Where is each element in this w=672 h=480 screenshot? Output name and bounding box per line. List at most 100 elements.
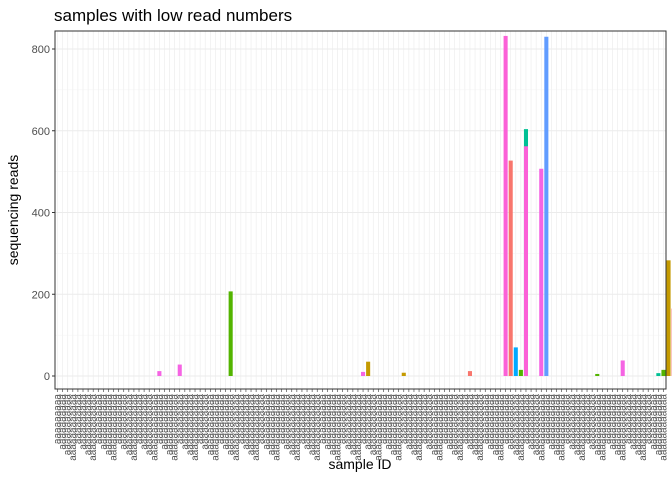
x-tick-label: aaaaaaaaaaa [531, 394, 542, 456]
chart-title: samples with low read numbers [54, 6, 292, 25]
x-tick-label: aaaaaaaaaaa [409, 394, 420, 456]
x-tick-label: aaaaaaaaaaaa [373, 394, 384, 461]
x-tick-label: aaaaaaaaaaaa [557, 394, 568, 461]
x-tick-label: aaaaaaaaa [541, 394, 552, 444]
x-tick-label: aaaaaaaaaaaa [658, 394, 669, 461]
x-tick-label: aaaaaaaaaaaa [271, 394, 282, 461]
x-tick-label: aaaaaaaaaa [506, 394, 517, 450]
x-tick-label: aaaaaaaaaaaa [638, 394, 649, 461]
x-tick-label: aaaaaaaaaa [302, 394, 313, 450]
x-tick-label: aaaaaaaaaaa [144, 394, 155, 456]
x-tick-label: aaaaaaaaaaaa [210, 394, 221, 461]
bar [508, 160, 513, 376]
x-tick-label: aaaaaaaaaa [424, 394, 435, 450]
x-tick-label: aaaaaaaaaa [608, 394, 619, 450]
bar [620, 360, 625, 376]
bar [661, 369, 666, 376]
x-tick-label: aaaaaaaaaaaa [109, 394, 120, 461]
x-tick-label: aaaaaaaaaaa [511, 394, 522, 456]
x-tick-label: aaaaaaaaa [154, 394, 165, 444]
x-tick-label: aaaaaaaaaaa [470, 394, 481, 456]
x-tick-label: aaaaaaaaaa [139, 394, 150, 450]
x-tick-label: aaaaaaaaaaa [266, 394, 277, 456]
x-tick-label: aaaaaaaaa [175, 394, 186, 444]
x-tick-label: aaaaaaaaaaaa [577, 394, 588, 461]
x-tick-label: aaaaaaaaaaa [552, 394, 563, 456]
x-tick-label: aaaaaaaaa [73, 394, 84, 444]
x-tick-label: aaaaaaaaaaa [205, 394, 216, 456]
x-tick-label: aaaaaaaaa [378, 394, 389, 444]
x-tick-label: aaaaaaaaaaaa [231, 394, 242, 461]
bar [539, 168, 544, 376]
x-tick-label: aaaaaaaaaaaa [251, 394, 262, 461]
x-tick-label: aaaaaaaaa [358, 394, 369, 444]
x-tick-label: aaaaaaaaaa [119, 394, 130, 450]
x-tick-label: aaaaaaaaa [562, 394, 573, 444]
bar [503, 35, 508, 377]
x-tick-label: aaaaaaaaa [195, 394, 206, 444]
x-tick-label: aaaaaaaaa [521, 394, 532, 444]
x-tick-label: aaaaaaaaaaaa [129, 394, 140, 461]
x-tick-label: aaaaaaaaaaa [226, 394, 237, 456]
x-tick-label: aaaaaaaaaaaa [170, 394, 181, 461]
y-tick-label: 600 [32, 126, 50, 138]
bar [157, 371, 162, 376]
bar [666, 260, 671, 376]
bar [544, 36, 549, 377]
x-tick-label: aaaaaaaaaaa [653, 394, 664, 456]
bar [467, 371, 472, 376]
bars [157, 35, 672, 377]
bar [513, 347, 518, 376]
x-tick-label: aaaaaaaaaa [587, 394, 598, 450]
x-tick-label: aaaaaaaaaaaa [597, 394, 608, 461]
bar [361, 371, 366, 376]
x-tick-label: aaaaaaaaaaa [246, 394, 257, 456]
x-tick-label: aaaaaaaaaaa [328, 394, 339, 456]
y-axis-title: sequencing reads [5, 155, 21, 266]
bar [518, 369, 523, 376]
x-tick-label: aaaaaaaaa [623, 394, 634, 444]
x-tick-label: aaaaaaaaa [114, 394, 125, 444]
x-tick-label: aaaaaaaaa [582, 394, 593, 444]
x-tick-label: aaaaaaaaaa [404, 394, 415, 450]
x-tick-label: aaaaaaaaaa [98, 394, 109, 450]
x-tick-label: aaaaaaaaa [215, 394, 226, 444]
y-tick-label: 0 [44, 371, 50, 383]
x-tick-label: aaaaaaaaaaaa [88, 394, 99, 461]
x-tick-label: aaaaaaaaaaa [103, 394, 114, 456]
x-tick-label: aaaaaaaaaaaa [414, 394, 425, 461]
x-tick-label: aaaaaaaaa [53, 394, 64, 444]
x-tick-label: aaaaaaaaa [134, 394, 145, 444]
x-tick-label: aaaaaaaaaa [221, 394, 232, 450]
x-tick-label: aaaaaaaaaa [384, 394, 395, 450]
bar [177, 364, 182, 376]
x-tick-label: aaaaaaaaaaaa [190, 394, 201, 461]
x-tick-label: aaaaaaaaaaa [83, 394, 94, 456]
y-axis: 0 200 400 600 800 [32, 44, 55, 383]
x-tick-label: aaaaaaaaaaa [287, 394, 298, 456]
x-tick-label: aaaaaaaaa [317, 394, 328, 444]
y-tick-label: 800 [32, 44, 50, 56]
x-tick-label: aaaaaaaaa [338, 394, 349, 444]
x-tick-label: aaaaaaaaaa [180, 394, 191, 450]
x-tick-label: aaaaaaaaaaa [63, 394, 74, 456]
x-tick-label: aaaaaaaaaaaa [516, 394, 527, 461]
bar [228, 291, 233, 376]
x-tick-label: aaaaaaaaaaaa [68, 394, 79, 461]
x-tick-label: aaaaaaaaaaaa [536, 394, 547, 461]
x-tick-label: aaaaaaaaaa [465, 394, 476, 450]
x-tick-label: aaaaaaaaaaa [592, 394, 603, 456]
x-tick-label: aaaaaaaaaaaa [394, 394, 405, 461]
grid-lines [55, 31, 666, 389]
x-tick-label: aaaaaaaaaaa [633, 394, 644, 456]
x-tick-label: aaaaaaaaaa [485, 394, 496, 450]
x-tick-label: aaaaaaaaaaa [185, 394, 196, 456]
x-tick-label: aaaaaaaaa [236, 394, 247, 444]
x-tick-label: aaaaaaaaaaa [368, 394, 379, 456]
x-tick-label: aaaaaaaaaaaa [292, 394, 303, 461]
bar [401, 372, 406, 376]
x-tick-label: aaaaaaaaaa [628, 394, 639, 450]
plot-panel [55, 31, 666, 389]
x-tick-label: aaaaaaaaa [419, 394, 430, 444]
